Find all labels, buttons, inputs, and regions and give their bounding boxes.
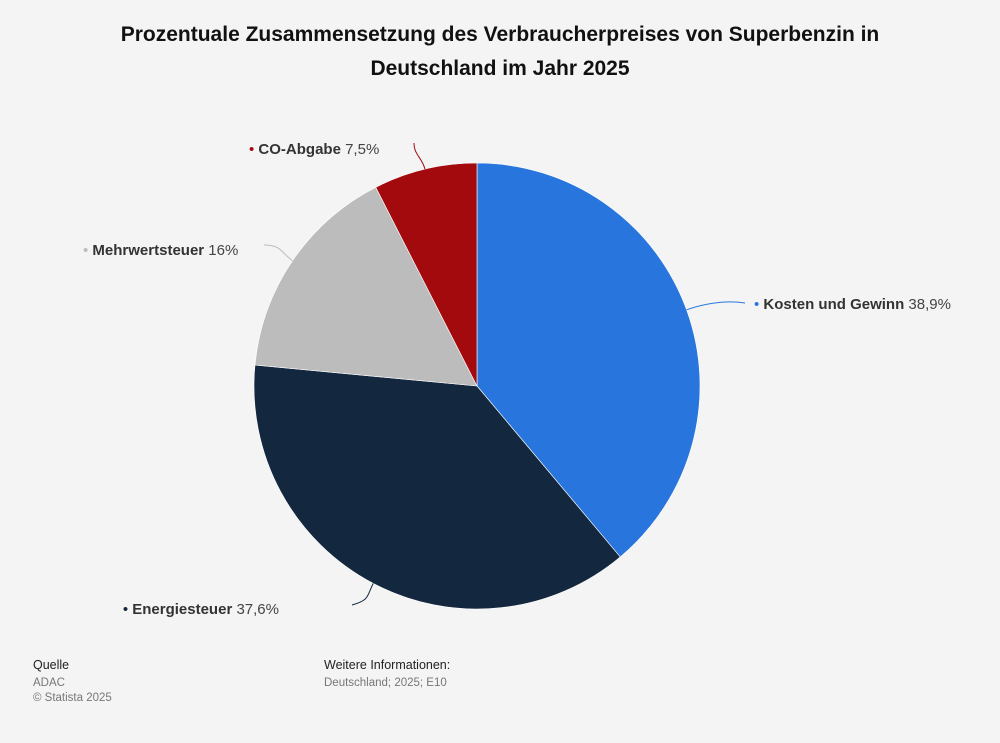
leader-line-energiesteuer <box>351 583 374 606</box>
slice-value: 38,9% <box>908 296 951 313</box>
pie-slice-energiesteuer[interactable] <box>253 364 621 610</box>
slice-name: Kosten und Gewinn <box>763 296 908 313</box>
slice-value: 7,5% <box>345 141 379 158</box>
slice-label-kosten-und-gewinn: • Kosten und Gewinn 38,9% <box>754 296 951 313</box>
leader-line-mehrwertsteuer <box>263 244 293 262</box>
legend-bullet-icon: • <box>249 141 258 158</box>
info-heading: Weitere Informationen: <box>324 658 451 672</box>
slice-labels: • Kosten und Gewinn 38,9%• Energiesteuer… <box>83 141 951 618</box>
chart-title: Prozentuale Zusammensetzung des Verbrauc… <box>120 23 880 80</box>
slice-label-co-abgabe: • CO-Abgabe 7,5% <box>249 141 379 158</box>
leader-line-kosten-und-gewinn <box>686 301 746 311</box>
pie-slices <box>253 162 701 610</box>
slice-name: Mehrwertsteuer <box>92 242 208 259</box>
leader-lines <box>263 142 746 606</box>
copyright-text: © Statista 2025 <box>33 692 112 704</box>
pie-slice-kosten-und-gewinn[interactable] <box>476 162 701 558</box>
slice-value: 37,6% <box>236 601 279 618</box>
slice-name: CO-Abgabe <box>258 141 345 158</box>
pie-slice-mehrwertsteuer[interactable] <box>254 186 478 387</box>
slice-label-energiesteuer: • Energiesteuer 37,6% <box>123 601 279 618</box>
pie-slice-co-abgabe[interactable] <box>375 162 478 387</box>
source-text: ADAC <box>33 677 65 689</box>
slice-label-mehrwertsteuer: • Mehrwertsteuer 16% <box>83 242 238 259</box>
legend-bullet-icon: • <box>123 601 132 618</box>
legend-bullet-icon: • <box>83 242 92 259</box>
legend-bullet-icon: • <box>754 296 763 313</box>
source-heading: Quelle <box>33 658 70 672</box>
leader-line-co-abgabe <box>413 142 426 170</box>
info-text: Deutschland; 2025; E10 <box>324 677 447 689</box>
slice-value: 16% <box>208 242 238 259</box>
slice-name: Energiesteuer <box>132 601 236 618</box>
